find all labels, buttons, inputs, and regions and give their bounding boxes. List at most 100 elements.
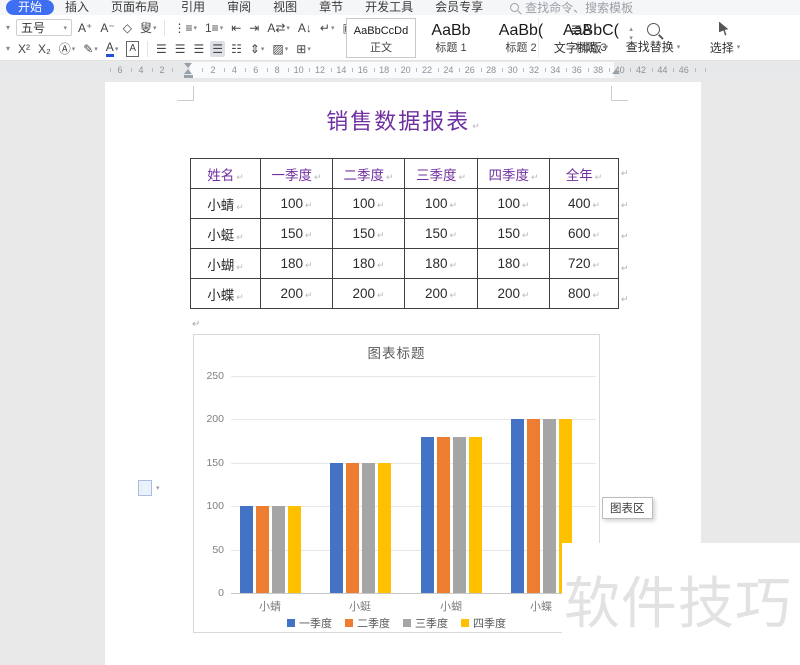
table-header-cell[interactable]: 四季度 ↵ [477,158,550,189]
distribute-icon[interactable]: ☷ [229,41,244,57]
ribbon-tab[interactable]: 视图 [273,0,298,14]
chart-bar[interactable] [420,436,434,593]
justify-icon[interactable]: ☰ [210,40,226,57]
chart-bar[interactable] [345,462,359,593]
superscript-icon[interactable]: X² [16,41,32,57]
align-left-icon[interactable]: ☰ [154,41,169,57]
table-cell[interactable]: 720 ↵ [549,248,619,279]
left-indent-marker[interactable] [184,74,193,78]
table-cell[interactable]: 100 ↵ [404,188,478,219]
bar-chart-object[interactable]: 图表标题 0 50 100 150 200 250 小蜻 小蜓 小蝴 小蝶 一季度 二季度 三季度 四季… [193,334,600,633]
ribbon-tab[interactable]: 页面布局 [111,0,160,14]
decrease-font-size-icon[interactable]: A⁻ [98,20,116,36]
table-cell[interactable]: 150 ↵ [260,218,333,249]
chart-bar[interactable] [287,506,301,593]
decrease-indent-icon[interactable]: ⇤ [229,20,243,36]
chart-bar[interactable] [436,436,450,593]
legend-item[interactable]: 一季度 [287,615,332,631]
align-right-icon[interactable]: ☰ [192,41,207,57]
style-gallery-scroll[interactable]: ▴ ▾ ☰ [628,18,634,58]
table-cell[interactable]: 100 ↵ [260,188,333,219]
table-header-cell[interactable]: 二季度 ↵ [332,158,405,189]
phonetic-guide-icon[interactable]: Ⓐ ▾ [57,41,78,57]
font-family-caret[interactable]: ▾ [4,20,12,36]
table-cell[interactable]: 600 ↵ [549,218,619,249]
subscript-icon[interactable]: X₂ [36,41,53,57]
table-cell[interactable]: 180 ↵ [332,248,405,279]
right-indent-marker[interactable] [612,69,620,74]
first-line-indent-marker[interactable] [184,63,192,68]
chart-bar[interactable] [361,462,375,593]
numbered-list-icon[interactable]: 1≡ ▾ [203,20,225,36]
horizontal-ruler[interactable]: 6 4 2 2 4 6 8 10 12 14 16 18 20 22 24 26 28 30 32 34 36 38 40 4… [0,62,800,78]
chart-bar[interactable] [239,506,253,593]
style-item[interactable]: AaBb(标题 2 [486,18,556,58]
ribbon-tab[interactable]: 会员专享 [435,0,484,14]
style-item[interactable]: AaBbCcDd 正文 [346,18,416,58]
text-tool-icon[interactable]: 叟 ▾ [138,20,159,36]
document-page[interactable]: 销售数据报表 ↵ 姓名 ↵ 一季度 ↵ 二季度 ↵ 三季度 ↵ 四季度 ↵ 全年 ↵ 小蜻 ↵ 100 ↵ 100… [105,82,701,665]
table-cell[interactable]: 小蝶 ↵ [190,278,261,309]
table-cell[interactable]: 200 ↵ [260,278,333,309]
table-header-cell[interactable]: 姓名 ↵ [190,158,261,189]
hanging-indent-marker[interactable] [184,69,192,74]
increase-indent-icon[interactable]: ⇥ [247,20,261,36]
chart-bar[interactable] [271,506,285,593]
chart-bar[interactable] [255,506,269,593]
formatting-marks-icon[interactable]: ↵ ▾ [318,20,337,36]
ribbon-tab[interactable]: 引用 [181,0,206,14]
chart-bar[interactable] [377,462,391,593]
font-size-select[interactable]: 五号 ▾ [16,19,73,36]
chart-bar[interactable] [329,462,343,593]
table-cell[interactable]: 200 ↵ [404,278,478,309]
font-color-icon[interactable]: A ▾ [104,39,121,58]
text-layout-button[interactable]: ≣A 文字排版 ▾ [547,21,615,56]
table-cell[interactable]: 150 ↵ [477,218,550,249]
ribbon-tab[interactable]: 插入 [65,0,90,14]
sort-icon[interactable]: A↓ [296,20,314,36]
table-cell[interactable]: 100 ↵ [477,188,550,219]
ribbon-tab[interactable]: 审阅 [227,0,252,14]
find-replace-button[interactable]: 查找替换 ▾ [619,21,687,55]
chart-title[interactable]: 图表标题 [367,346,426,361]
table-cell[interactable]: 150 ↵ [404,218,478,249]
align-center-icon[interactable]: ☰ [173,41,188,57]
legend-item[interactable]: 二季度 [345,615,390,631]
shading-icon[interactable]: ▨ ▾ [270,41,290,57]
table-cell[interactable]: 小蜻 ↵ [190,188,261,219]
table-cell[interactable]: 200 ↵ [332,278,405,309]
chart-bar[interactable] [452,436,466,593]
layout-options-button[interactable]: ▾ [138,480,166,498]
sales-table[interactable]: 姓名 ↵ 一季度 ↵ 二季度 ↵ 三季度 ↵ 四季度 ↵ 全年 ↵ 小蜻 ↵ 100 ↵ 100 ↵ 100 ↵ 100… [190,158,619,309]
table-header-cell[interactable]: 三季度 ↵ [404,158,478,189]
borders-icon[interactable]: ⊞ ▾ [294,41,313,57]
ribbon-tab[interactable]: 章节 [319,0,344,14]
highlight-icon[interactable]: ✎ ▾ [81,41,100,57]
clear-format-icon[interactable]: ◇ [121,20,134,36]
asian-layout-icon[interactable]: A⇄ ▾ [265,20,292,36]
chart-bar[interactable] [526,419,540,593]
style-gallery-up-icon[interactable]: ▴ [629,26,633,33]
increase-font-size-icon[interactable]: A⁺ [76,20,94,36]
table-cell[interactable]: 100 ↵ [332,188,405,219]
table-header-cell[interactable]: 全年 ↵ [549,158,619,189]
table-cell[interactable]: 400 ↵ [549,188,619,219]
table-cell[interactable]: 180 ↵ [477,248,550,279]
table-cell[interactable]: 小蜓 ↵ [190,218,261,249]
command-search[interactable]: 查找命令、搜索模板 [510,0,633,16]
table-cell[interactable]: 180 ↵ [404,248,478,279]
ribbon-tab[interactable]: 开始 [6,0,55,15]
style-gallery-down-icon[interactable]: ▾ [629,35,633,42]
table-cell[interactable]: 800 ↵ [549,278,619,309]
chart-bar[interactable] [542,419,556,593]
document-title[interactable]: 销售数据报表 ↵ [105,104,701,136]
table-cell[interactable]: 180 ↵ [260,248,333,279]
style-item[interactable]: AaBbC(标题 3 [556,18,626,58]
bullet-list-icon[interactable]: ⋮≡ ▾ [171,20,199,36]
char-border-icon[interactable]: A [124,40,141,58]
legend-item[interactable]: 三季度 [403,615,448,631]
line-spacing-icon[interactable]: ⇕ ▾ [248,41,267,57]
chart-bar[interactable] [510,419,524,593]
style-gallery-more-icon[interactable]: ☰ [628,44,635,51]
chart-bar[interactable] [468,436,482,593]
